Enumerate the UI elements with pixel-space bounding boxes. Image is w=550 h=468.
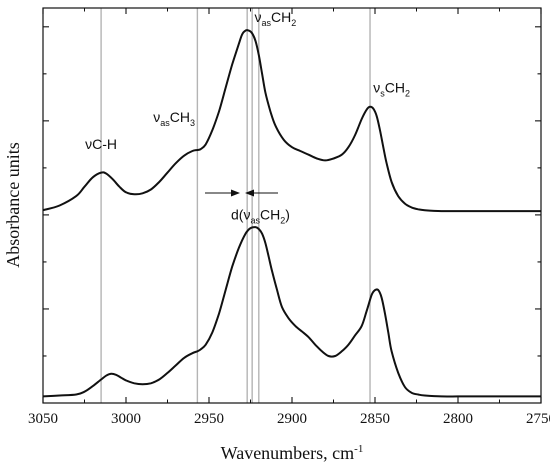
- annotation-subscript: as: [250, 216, 260, 226]
- spectrum-lower: [42, 226, 541, 398]
- shift-arrow-right-head: [245, 189, 254, 197]
- shift-arrow: [205, 189, 278, 197]
- annotation-subscript: as: [262, 18, 272, 28]
- annotation-tail: CH: [260, 207, 280, 223]
- annotation-tail-subscript: 2: [280, 216, 285, 226]
- annotation-main: ν: [373, 80, 380, 96]
- shift-arrow-left-head: [231, 189, 240, 197]
- x-tick-label: 3000: [111, 411, 141, 427]
- reference-lines: [100, 8, 371, 403]
- annotation-tail-subscript: 2: [405, 89, 410, 99]
- y-ticks: [43, 26, 541, 357]
- annotation-close: ): [285, 207, 290, 223]
- y-axis-title: Absorbance units: [3, 142, 23, 267]
- annotation-main: ν: [255, 9, 262, 25]
- annotation-vasch3: νasCH3: [153, 109, 195, 128]
- x-axis-title-superscript: -1: [354, 443, 363, 455]
- x-ticks: 3050 3000 2950 2900 2850 2800 2750: [28, 8, 550, 427]
- spectrum-upper: [42, 29, 541, 213]
- x-tick-label: 3050: [28, 411, 58, 427]
- annotation-tail: CH: [385, 80, 405, 96]
- x-tick-label: 2850: [360, 411, 390, 427]
- annotation-dvasch2: d(νasCH2): [231, 207, 290, 226]
- x-tick-label: 2950: [194, 411, 224, 427]
- annotation-main: νC-H: [85, 136, 117, 152]
- annotation-vasch2: νasCH2: [255, 9, 297, 28]
- annotation-vch: νC-H: [85, 136, 117, 152]
- x-axis-title: Wavenumbers, cm-1: [221, 443, 364, 463]
- spectra: [42, 29, 541, 398]
- annotation-subscript: s: [380, 89, 385, 99]
- annotation-main: d(ν: [231, 207, 250, 223]
- x-axis-title-text: Wavenumbers, cm: [221, 443, 355, 463]
- annotation-subscript: as: [160, 118, 170, 128]
- annotation-tail-subscript: 3: [190, 118, 195, 128]
- annotation-tail: CH: [170, 109, 190, 125]
- annotation-tail: CH: [271, 9, 291, 25]
- x-tick-label: 2800: [443, 411, 473, 427]
- annotation-tail-subscript: 2: [291, 18, 296, 28]
- plot-frame: [42, 7, 542, 404]
- annotation-vsch2: νsCH2: [373, 80, 410, 99]
- x-tick-label: 2750: [526, 411, 550, 427]
- x-tick-label: 2900: [277, 411, 307, 427]
- annotation-main: ν: [153, 109, 160, 125]
